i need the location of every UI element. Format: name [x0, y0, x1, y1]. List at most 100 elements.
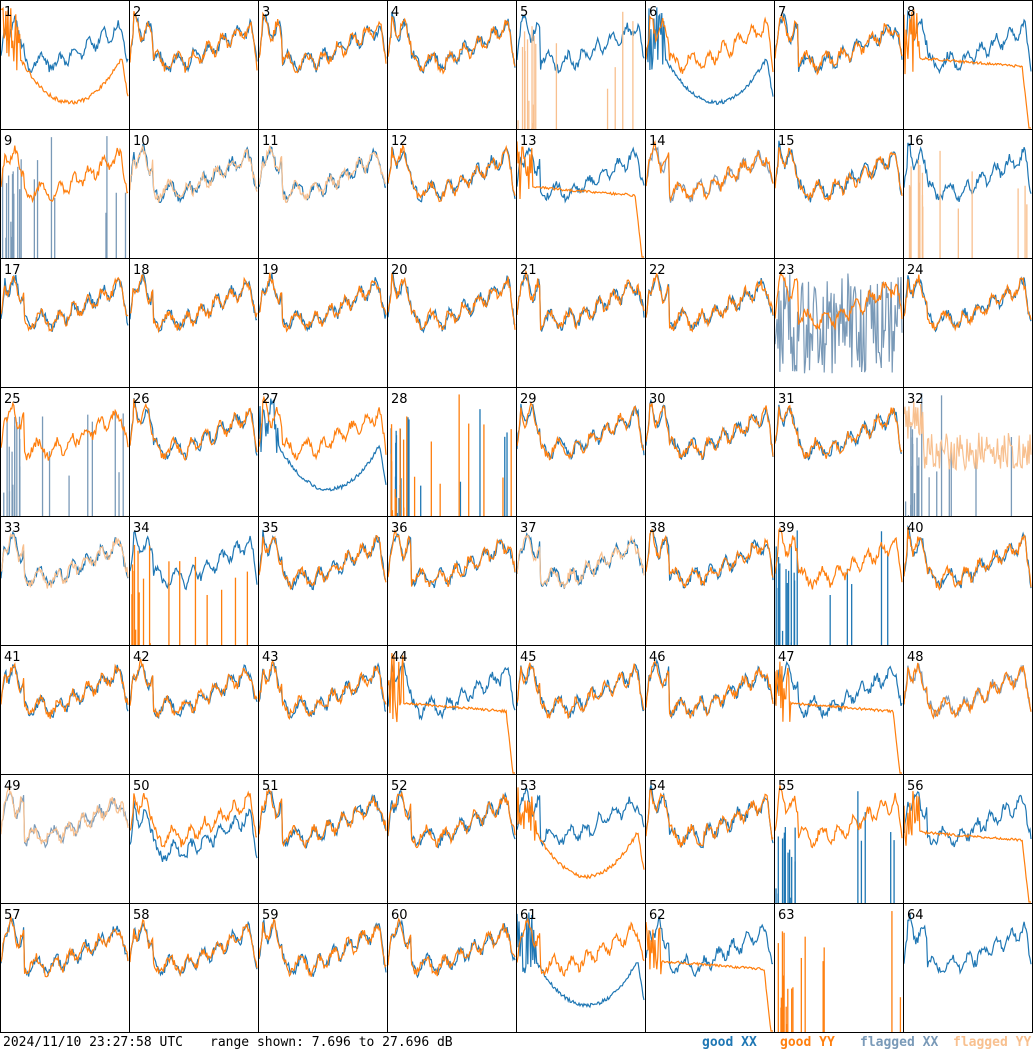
panel-46: 46: [646, 650, 774, 720]
panel-7: 7: [775, 5, 903, 76]
panel-37: 37: [517, 521, 645, 590]
panel-label: 28: [391, 392, 408, 407]
series-yy-39: [775, 527, 903, 590]
panel-label: 54: [649, 779, 666, 794]
spikes-xx-55: [775, 791, 895, 903]
series-yy-4: [388, 15, 516, 75]
panel-label: 22: [649, 263, 666, 278]
panel-8: 8: [904, 5, 1032, 129]
panel-label: 19: [262, 263, 279, 278]
series-yy-61: [517, 916, 645, 977]
panel-label: 9: [4, 134, 12, 149]
panel-61: 61: [517, 908, 645, 1009]
series-yy-52: [388, 790, 516, 849]
series-yy-3: [259, 11, 387, 74]
series-yy-8: [904, 9, 1031, 129]
spikes-yy-63: [777, 911, 902, 1032]
panel-42: 42: [130, 650, 258, 720]
series-xx-57: [1, 916, 129, 977]
panel-label: 34: [133, 521, 150, 536]
panel-12: 12: [388, 134, 516, 203]
panel-label: 12: [391, 134, 408, 149]
series-xx-44: [388, 662, 516, 721]
panel-21: 21: [517, 263, 645, 332]
panel-53: 53: [517, 779, 645, 880]
panel-label: 43: [262, 650, 279, 665]
panel-50: 50: [130, 779, 258, 863]
panel-10: 10: [130, 134, 258, 204]
series-yy-9: [1, 145, 129, 204]
legend-good-xx: good XX: [702, 1035, 757, 1050]
panel-59: 59: [259, 908, 387, 978]
series-xx-64: [904, 913, 1032, 975]
panel-48: 48: [904, 650, 1032, 720]
series-yy-46: [646, 660, 774, 719]
panel-label: 56: [907, 779, 924, 794]
series-yy-44: [388, 652, 515, 774]
panel-54: 54: [646, 779, 774, 849]
series-xx-52: [388, 789, 516, 849]
series-xx-15: [775, 140, 903, 203]
panel-label: 10: [133, 134, 150, 149]
panel-label: 18: [133, 263, 150, 278]
series-xx-51: [259, 788, 387, 849]
legend-flagged-xx: flagged XX: [860, 1035, 939, 1050]
panel-34: 34: [130, 521, 258, 645]
panel-43: 43: [259, 650, 387, 720]
panel-3: 3: [259, 5, 387, 74]
series-yy-62: [646, 921, 773, 1032]
panel-label: 33: [4, 521, 21, 536]
panel-29: 29: [517, 392, 645, 461]
footer: 2024/11/10 23:27:58 UTC range shown: 7.6…: [0, 1033, 1033, 1053]
panel-label: 20: [391, 263, 408, 278]
series-yy-25: [1, 401, 129, 461]
panel-label: 14: [649, 134, 666, 149]
panel-27: 27: [259, 392, 387, 492]
panel-label: 58: [133, 908, 150, 923]
series-xx-12: [388, 146, 516, 203]
panel-label: 61: [520, 908, 537, 923]
panel-label: 30: [649, 392, 666, 407]
series-xx-16: [904, 142, 1032, 203]
panel-32: 32: [904, 392, 1032, 516]
panel-label: 8: [907, 5, 915, 20]
panel-label: 6: [649, 5, 657, 20]
series-xx-54: [646, 784, 774, 849]
panel-24: 24: [904, 263, 1032, 333]
panel-label: 13: [520, 134, 537, 149]
panel-label: 41: [4, 650, 21, 665]
series-xx-34: [130, 529, 258, 591]
panel-label: 63: [778, 908, 795, 923]
series-yy-37: [517, 533, 645, 590]
series-xx-31: [775, 404, 902, 461]
spikes-xx-28: [390, 409, 508, 516]
panel-45: 45: [517, 650, 645, 719]
panel-9: 9: [1, 134, 129, 258]
panel-label: 26: [133, 392, 150, 407]
panel-label: 11: [262, 134, 279, 149]
panel-4: 4: [388, 5, 516, 75]
timestamp: 2024/11/10 23:27:58 UTC: [3, 1035, 184, 1050]
legend-good-yy: good YY: [780, 1035, 835, 1050]
panel-label: 23: [778, 263, 795, 278]
panel-25: 25: [1, 392, 129, 516]
series-yy-47: [775, 661, 902, 774]
panel-62: 62: [646, 908, 773, 1032]
panel-20: 20: [388, 263, 516, 334]
panel-label: 16: [907, 134, 924, 149]
panel-label: 42: [133, 650, 150, 665]
panel-label: 60: [391, 908, 408, 923]
series-yy-43: [259, 659, 387, 720]
series-yy-7: [775, 14, 903, 76]
panel-label: 24: [907, 263, 924, 278]
series-yy-10: [130, 144, 258, 203]
panel-label: 7: [778, 5, 786, 20]
panel-47: 47: [775, 650, 903, 774]
series-yy-30: [646, 401, 774, 461]
series-yy-58: [130, 918, 258, 978]
series-xx-1: [1, 15, 129, 73]
series-yy-18: [130, 274, 258, 334]
panel-label: 52: [391, 779, 408, 794]
series-xx-60: [388, 919, 516, 979]
